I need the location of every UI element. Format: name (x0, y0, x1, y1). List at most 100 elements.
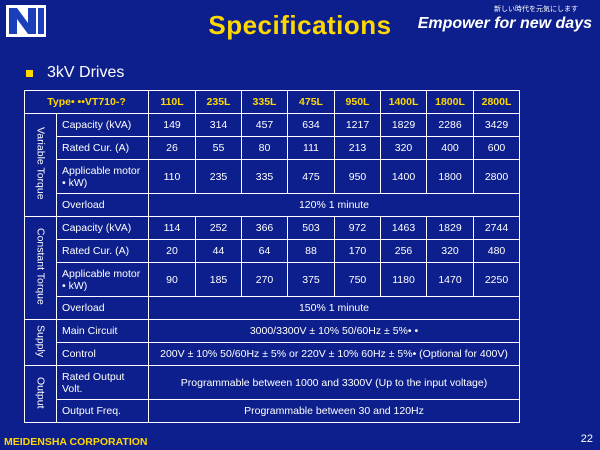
cell: 2286 (426, 113, 474, 137)
row-label: Overload (56, 296, 149, 320)
cell: 750 (334, 262, 381, 297)
table-row: Variable Torque Capacity (kVA) 149 314 4… (24, 113, 520, 217)
cell: 64 (241, 239, 288, 263)
cell: 26 (148, 136, 196, 160)
row-label: Rated Output Volt. (56, 365, 149, 400)
cell: 1180 (380, 262, 427, 297)
page-number: 22 (580, 433, 593, 445)
table-row: Supply Main Circuit 3000/3300V ± 10% 50/… (24, 319, 520, 366)
section-supply: Supply (24, 319, 57, 366)
table-header-row: Type• ••VT710-? 110L 235L 335L 475L 950L… (24, 90, 520, 114)
cell: 480 (473, 239, 520, 263)
cell: 1829 (380, 113, 427, 137)
type-header: Type• ••VT710-? (24, 90, 149, 114)
cell: 375 (287, 262, 335, 297)
table-row: Control 200V ± 10% 50/60Hz ± 5% or 220V … (25, 342, 520, 366)
row-label: Overload (56, 193, 149, 217)
cell: 170 (334, 239, 381, 263)
cell: 44 (195, 239, 242, 263)
cell: 114 (148, 216, 196, 240)
cell: 475 (287, 159, 335, 194)
model-header: 335L (241, 90, 288, 114)
table-row: Overload 120% 1 minute (25, 193, 520, 217)
cell: 400 (426, 136, 474, 160)
cell: Programmable between 1000 and 3300V (Up … (148, 365, 520, 400)
cell: 111 (287, 136, 335, 160)
cell: 950 (334, 159, 381, 194)
cell: 110 (148, 159, 196, 194)
table-row: Overload 150% 1 minute (25, 296, 520, 320)
model-header: 1400L (380, 90, 427, 114)
section-output: Output (24, 365, 57, 423)
cell: 1829 (426, 216, 474, 240)
cell: 3429 (473, 113, 520, 137)
cell: 314 (195, 113, 242, 137)
square-bullet-icon (26, 69, 33, 77)
model-header: 235L (195, 90, 242, 114)
table-row: Applicable motor • kW) 110 235 335 475 9… (25, 159, 520, 194)
cell: 320 (380, 136, 427, 160)
cell: 20 (148, 239, 196, 263)
model-header: 950L (334, 90, 381, 114)
cell: 2744 (473, 216, 520, 240)
cell: 366 (241, 216, 288, 240)
cell: 1400 (380, 159, 427, 194)
cell: 335 (241, 159, 288, 194)
row-label: Capacity (kVA) (56, 216, 149, 240)
cell: 3000/3300V ± 10% 50/60Hz ± 5%• • (148, 319, 520, 343)
bullet-text: 3kV Drives (47, 64, 125, 81)
page-title: Specifications (208, 10, 392, 40)
cell: 235 (195, 159, 242, 194)
table-row: Output Rated Output Volt. Programmable b… (24, 365, 520, 423)
table-row: Rated Cur. (A) 26 55 80 111 213 320 400 … (25, 136, 520, 160)
cell: 1217 (334, 113, 381, 137)
cell: 1463 (380, 216, 427, 240)
tagline: Empower for new days (417, 15, 592, 32)
cell: 88 (287, 239, 335, 263)
cell: 80 (241, 136, 288, 160)
cell: 320 (426, 239, 474, 263)
company-name: MEIDENSHA CORPORATION (4, 436, 148, 448)
cell: 1800 (426, 159, 474, 194)
cell: 457 (241, 113, 288, 137)
cell: 90 (148, 262, 196, 297)
cell: 185 (195, 262, 242, 297)
cell: 200V ± 10% 50/60Hz ± 5% or 220V ± 10% 60… (148, 342, 520, 366)
cell: 270 (241, 262, 288, 297)
cell: 634 (287, 113, 335, 137)
cell: 120% 1 minute (148, 193, 520, 217)
row-label: Output Freq. (56, 399, 149, 423)
cell: 150% 1 minute (148, 296, 520, 320)
model-header: 2800L (473, 90, 520, 114)
cell: 600 (473, 136, 520, 160)
spec-table: Type• ••VT710-? 110L 235L 335L 475L 950L… (24, 90, 520, 423)
model-header: 110L (148, 90, 196, 114)
section-constant-torque: Constant Torque (24, 216, 57, 320)
section-variable-torque: Variable Torque (24, 113, 57, 217)
cell: 1470 (426, 262, 474, 297)
cell: 252 (195, 216, 242, 240)
cell: 2250 (473, 262, 520, 297)
row-label: Main Circuit (56, 319, 149, 343)
table-row: Applicable motor • kW) 90 185 270 375 75… (25, 262, 520, 297)
table-row: Rated Cur. (A) 20 44 64 88 170 256 320 4… (25, 239, 520, 263)
row-label: Applicable motor • kW) (56, 262, 149, 297)
cell: 503 (287, 216, 335, 240)
table-row: Constant Torque Capacity (kVA) 114 252 3… (24, 216, 520, 320)
row-label: Control (56, 342, 149, 366)
row-label: Rated Cur. (A) (56, 239, 149, 263)
cell: 149 (148, 113, 196, 137)
bullet-item: 3kV Drives (26, 64, 124, 82)
cell: 55 (195, 136, 242, 160)
cell: 256 (380, 239, 427, 263)
row-label: Capacity (kVA) (56, 113, 149, 137)
model-header: 1800L (426, 90, 474, 114)
row-label: Applicable motor • kW) (56, 159, 149, 194)
cell: 972 (334, 216, 381, 240)
cell: 2800 (473, 159, 520, 194)
cell: Programmable between 30 and 120Hz (148, 399, 520, 423)
table-row: Output Freq. Programmable between 30 and… (25, 399, 520, 423)
meidensha-logo-icon (6, 5, 46, 37)
row-label: Rated Cur. (A) (56, 136, 149, 160)
cell: 213 (334, 136, 381, 160)
